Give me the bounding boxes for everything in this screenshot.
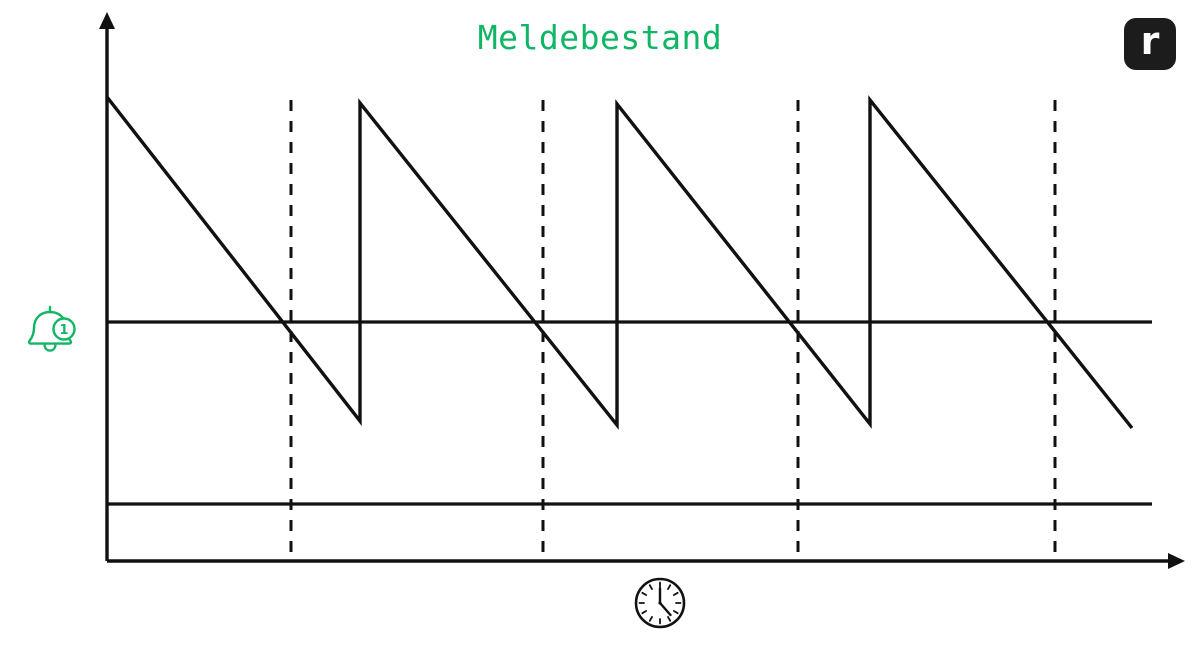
x-axis-arrow-icon xyxy=(1168,553,1185,569)
axes-group xyxy=(99,12,1185,569)
bell-icon: 1 xyxy=(18,296,80,358)
brand-logo-letter: r xyxy=(1140,19,1160,63)
brand-logo: r xyxy=(1124,18,1176,70)
reorder-marker-group xyxy=(289,100,1057,561)
y-axis-arrow-icon xyxy=(99,12,115,29)
threshold-lines-group xyxy=(107,320,1152,506)
page-title: Meldebestand xyxy=(477,18,723,57)
series-line-lagerbestand xyxy=(105,95,1134,430)
inventory-series-group xyxy=(105,95,1134,430)
bell-badge-count: 1 xyxy=(59,323,68,338)
clock-icon xyxy=(632,575,688,631)
bell-icon-glyph: 1 xyxy=(27,305,76,352)
clock-icon-glyph xyxy=(634,577,686,629)
